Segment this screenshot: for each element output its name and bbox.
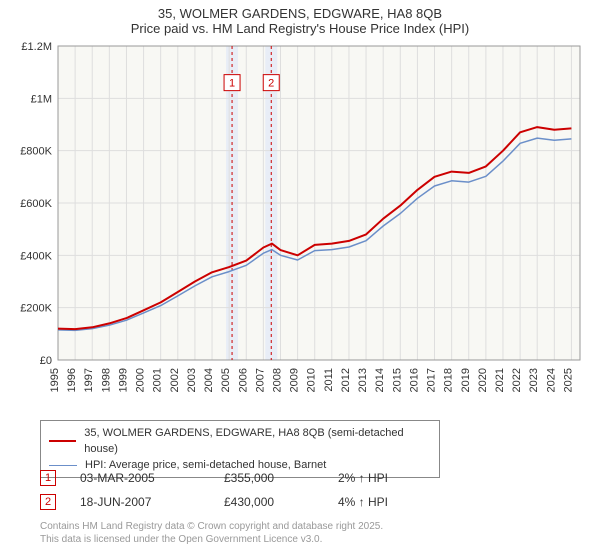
svg-text:2005: 2005 [220, 368, 232, 392]
svg-text:£1.2M: £1.2M [21, 41, 52, 53]
annotation-pct: 4% ↑ HPI [338, 495, 428, 509]
svg-text:2024: 2024 [545, 368, 557, 392]
annotation-price: £430,000 [224, 495, 314, 509]
svg-text:£800K: £800K [20, 146, 52, 158]
svg-text:2011: 2011 [323, 368, 335, 392]
svg-text:2: 2 [268, 78, 274, 90]
annotation-date: 18-JUN-2007 [80, 495, 200, 509]
svg-text:2000: 2000 [135, 368, 147, 392]
svg-text:2006: 2006 [237, 368, 249, 392]
annotation-marker-icon: 2 [40, 494, 56, 510]
svg-text:2019: 2019 [460, 368, 472, 392]
legend-swatch-icon [49, 440, 76, 442]
svg-text:2008: 2008 [271, 368, 283, 392]
svg-text:2012: 2012 [340, 368, 352, 392]
svg-text:2010: 2010 [306, 368, 318, 392]
svg-text:1997: 1997 [83, 368, 95, 392]
annotation-marker-icon: 1 [40, 470, 56, 486]
svg-text:1995: 1995 [49, 368, 61, 392]
svg-text:1998: 1998 [100, 368, 112, 392]
svg-text:2009: 2009 [289, 368, 301, 392]
legend-row: 35, WOLMER GARDENS, EDGWARE, HA8 8QB (se… [49, 425, 431, 457]
svg-text:£200K: £200K [20, 303, 52, 315]
svg-text:2021: 2021 [494, 368, 506, 392]
annotation-date: 03-MAR-2005 [80, 471, 200, 485]
svg-text:£0: £0 [40, 355, 52, 367]
annotation-pct: 2% ↑ HPI [338, 471, 428, 485]
svg-text:2004: 2004 [203, 368, 215, 392]
svg-text:2015: 2015 [391, 368, 403, 392]
annotation-row: 1 03-MAR-2005 £355,000 2% ↑ HPI [40, 466, 428, 490]
svg-text:2017: 2017 [426, 368, 438, 392]
svg-text:2016: 2016 [408, 368, 420, 392]
footer-line2: This data is licensed under the Open Gov… [40, 533, 383, 546]
legend-label: 35, WOLMER GARDENS, EDGWARE, HA8 8QB (se… [84, 425, 431, 457]
svg-text:1996: 1996 [66, 368, 78, 392]
svg-text:2014: 2014 [374, 368, 386, 392]
svg-text:2020: 2020 [477, 368, 489, 392]
annotation-table: 1 03-MAR-2005 £355,000 2% ↑ HPI 2 18-JUN… [40, 466, 428, 514]
svg-text:2022: 2022 [511, 368, 523, 392]
svg-text:£600K: £600K [20, 198, 52, 210]
footer-line1: Contains HM Land Registry data © Crown c… [40, 520, 383, 533]
svg-text:2003: 2003 [186, 368, 198, 392]
title-line2: Price paid vs. HM Land Registry's House … [0, 21, 600, 36]
line-chart: £0 £200K £400K £600K £800K £1M £1.2M 1995 1996 19… [14, 40, 586, 410]
chart-title-block: 35, WOLMER GARDENS, EDGWARE, HA8 8QB Pri… [0, 0, 600, 36]
svg-text:1: 1 [229, 78, 235, 90]
svg-text:2018: 2018 [443, 368, 455, 392]
svg-text:2025: 2025 [562, 368, 574, 392]
svg-text:2023: 2023 [528, 368, 540, 392]
svg-text:£400K: £400K [20, 250, 52, 262]
title-line1: 35, WOLMER GARDENS, EDGWARE, HA8 8QB [0, 6, 600, 21]
annotation-row: 2 18-JUN-2007 £430,000 4% ↑ HPI [40, 490, 428, 514]
svg-text:2007: 2007 [254, 368, 266, 392]
svg-text:£1M: £1M [31, 93, 52, 105]
svg-text:2002: 2002 [169, 368, 181, 392]
svg-text:1999: 1999 [117, 368, 129, 392]
svg-text:2013: 2013 [357, 368, 369, 392]
svg-text:2001: 2001 [152, 368, 164, 392]
annotation-price: £355,000 [224, 471, 314, 485]
attribution-footer: Contains HM Land Registry data © Crown c… [40, 520, 383, 546]
